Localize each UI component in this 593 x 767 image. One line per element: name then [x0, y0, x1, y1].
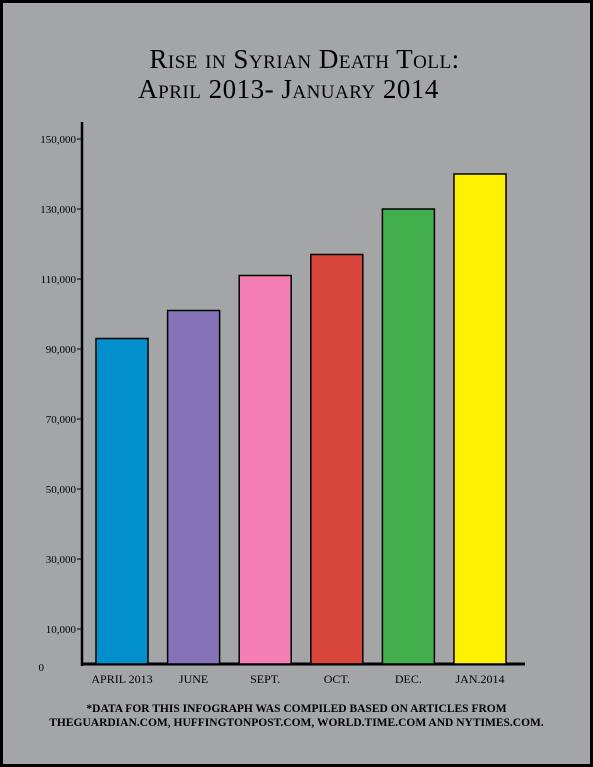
y-tick-label: 110,000: [41, 274, 77, 286]
y-tick-label: 0: [39, 662, 45, 674]
footnote-line-2: theguardian.com, huffingtonpost.com, wor…: [49, 717, 544, 729]
x-category-label: Dec.: [395, 672, 422, 686]
chart-title-line-1: Rise in Syrian Death Toll:: [149, 44, 460, 74]
x-category-label: Jan.2014: [455, 672, 504, 686]
y-tick-label: 50,000: [46, 484, 77, 496]
y-tick-label: 30,000: [46, 554, 77, 566]
bar: [95, 337, 149, 665]
bar: [310, 253, 364, 665]
bar: [381, 208, 436, 665]
y-tick-label: 70,000: [46, 414, 77, 426]
y-tick-label: 130,000: [40, 204, 76, 216]
x-category-label: Sept.: [250, 672, 280, 686]
x-category-label: April 2013: [91, 672, 152, 686]
y-tick-label: 90,000: [46, 344, 77, 356]
y-tick-label: 10,000: [46, 624, 77, 636]
bar: [238, 274, 292, 665]
x-category-label: June: [179, 672, 208, 686]
footnote-line-1: *Data for this infograph was compiled ba…: [86, 703, 507, 715]
bar: [166, 309, 221, 665]
x-category-label: Oct.: [324, 672, 350, 686]
chart-title-line-2: April 2013- January 2014: [138, 74, 439, 104]
bar: [453, 173, 507, 665]
y-tick-label: 150,000: [40, 134, 76, 146]
